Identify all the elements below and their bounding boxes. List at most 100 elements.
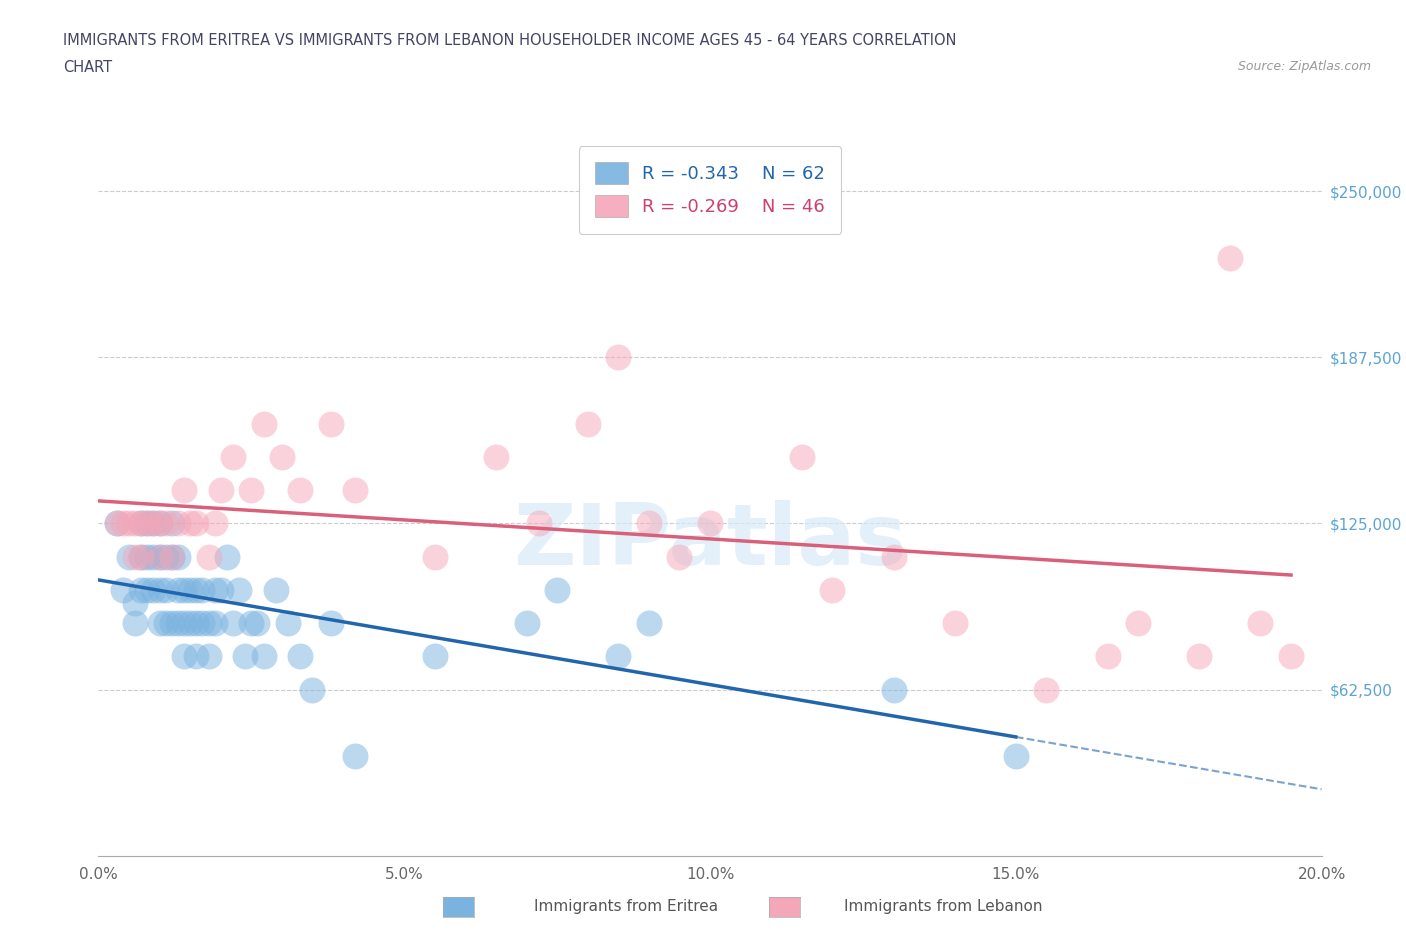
Legend: R = -0.343    N = 62, R = -0.269    N = 46: R = -0.343 N = 62, R = -0.269 N = 46 bbox=[579, 146, 841, 233]
Point bbox=[129, 516, 152, 531]
Point bbox=[179, 582, 201, 597]
Point bbox=[290, 649, 312, 664]
Text: IMMIGRANTS FROM ERITREA VS IMMIGRANTS FROM LEBANON HOUSEHOLDER INCOME AGES 45 - : IMMIGRANTS FROM ERITREA VS IMMIGRANTS FR… bbox=[63, 33, 956, 47]
Point bbox=[124, 516, 146, 531]
Point bbox=[149, 550, 172, 565]
Point bbox=[516, 616, 538, 631]
Text: Immigrants from Eritrea: Immigrants from Eritrea bbox=[534, 899, 718, 914]
Point bbox=[105, 516, 128, 531]
Point bbox=[124, 550, 146, 565]
Point bbox=[277, 616, 299, 631]
Point bbox=[209, 483, 232, 498]
Point bbox=[264, 582, 287, 597]
Point bbox=[197, 616, 219, 631]
Point bbox=[124, 596, 146, 611]
Point bbox=[191, 582, 214, 597]
Point bbox=[129, 550, 152, 565]
Point bbox=[142, 516, 165, 531]
Point bbox=[160, 550, 183, 565]
Point bbox=[668, 550, 690, 565]
Point bbox=[173, 582, 195, 597]
Point bbox=[167, 582, 190, 597]
Point bbox=[197, 649, 219, 664]
Point bbox=[240, 616, 263, 631]
Point bbox=[118, 550, 141, 565]
Point bbox=[1128, 616, 1150, 631]
Point bbox=[228, 582, 250, 597]
Point bbox=[155, 582, 177, 597]
Point bbox=[209, 582, 232, 597]
Point bbox=[191, 616, 214, 631]
Point bbox=[197, 550, 219, 565]
Point bbox=[485, 449, 508, 464]
Point bbox=[1219, 250, 1241, 265]
Point bbox=[240, 483, 263, 498]
Point bbox=[344, 749, 367, 764]
Point bbox=[167, 550, 190, 565]
Point bbox=[186, 649, 208, 664]
Point bbox=[301, 682, 323, 697]
Point bbox=[173, 616, 195, 631]
Point bbox=[155, 616, 177, 631]
Point bbox=[344, 483, 367, 498]
Point bbox=[607, 350, 630, 365]
Point bbox=[105, 516, 128, 531]
Point bbox=[136, 582, 159, 597]
Point bbox=[246, 616, 269, 631]
Point bbox=[1004, 749, 1026, 764]
Point bbox=[222, 449, 245, 464]
Point bbox=[204, 582, 226, 597]
Point bbox=[142, 550, 165, 565]
Text: Immigrants from Lebanon: Immigrants from Lebanon bbox=[844, 899, 1042, 914]
Point bbox=[155, 550, 177, 565]
Point bbox=[129, 516, 152, 531]
Point bbox=[637, 616, 661, 631]
Point bbox=[607, 649, 630, 664]
Point bbox=[527, 516, 550, 531]
Point bbox=[319, 616, 342, 631]
Point bbox=[136, 516, 159, 531]
Text: ZIPatlas: ZIPatlas bbox=[513, 500, 907, 583]
Point bbox=[546, 582, 568, 597]
Point bbox=[222, 616, 245, 631]
Point bbox=[149, 516, 172, 531]
Point bbox=[179, 516, 201, 531]
Point bbox=[883, 682, 905, 697]
Point bbox=[204, 516, 226, 531]
Point bbox=[1279, 649, 1302, 664]
Point bbox=[1249, 616, 1271, 631]
Point bbox=[111, 582, 134, 597]
Point bbox=[142, 516, 165, 531]
Point bbox=[118, 516, 141, 531]
Point bbox=[821, 582, 844, 597]
Point bbox=[179, 616, 201, 631]
Point bbox=[136, 516, 159, 531]
Point bbox=[252, 417, 274, 432]
Point bbox=[1097, 649, 1119, 664]
Point bbox=[270, 449, 292, 464]
Point bbox=[149, 516, 172, 531]
Point bbox=[186, 516, 208, 531]
Point bbox=[160, 550, 183, 565]
Point bbox=[204, 616, 226, 631]
Point bbox=[215, 550, 238, 565]
Point bbox=[149, 550, 172, 565]
Point bbox=[637, 516, 661, 531]
Point bbox=[290, 483, 312, 498]
Point bbox=[173, 649, 195, 664]
Point bbox=[167, 516, 190, 531]
Point bbox=[943, 616, 966, 631]
Point bbox=[790, 449, 813, 464]
Point bbox=[576, 417, 599, 432]
Point bbox=[149, 582, 172, 597]
Point bbox=[186, 582, 208, 597]
Point bbox=[136, 550, 159, 565]
Point bbox=[160, 516, 183, 531]
Point bbox=[173, 483, 195, 498]
Point bbox=[155, 516, 177, 531]
Point bbox=[883, 550, 905, 565]
Point bbox=[149, 616, 172, 631]
Point bbox=[233, 649, 256, 664]
Text: CHART: CHART bbox=[63, 60, 112, 75]
Point bbox=[423, 649, 446, 664]
